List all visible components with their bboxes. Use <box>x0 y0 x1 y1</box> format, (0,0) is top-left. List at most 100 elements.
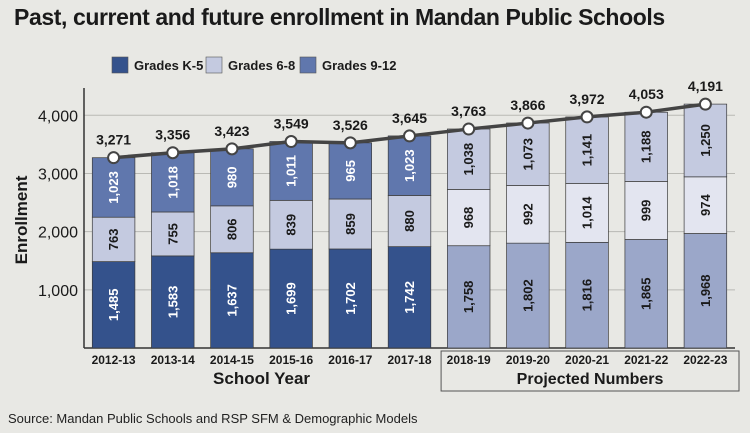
total-label: 3,423 <box>214 123 249 139</box>
bar-value-label: 1,702 <box>343 282 358 315</box>
bar-value-label: 974 <box>698 194 713 216</box>
bar-value-label: 965 <box>343 160 358 182</box>
legend-swatch-g68 <box>205 56 223 74</box>
total-label: 3,356 <box>155 127 190 143</box>
total-marker <box>639 105 653 119</box>
projected-label: Projected Numbers <box>517 371 664 388</box>
bar-value-label: 1,023 <box>106 171 121 204</box>
x-tick-label: 2017-18 <box>387 353 431 367</box>
bar-value-label: 980 <box>224 167 239 189</box>
bar-segment-k5 <box>151 255 195 349</box>
bar-segment-g912 <box>506 122 550 186</box>
x-tick-label: 2019-20 <box>506 353 550 367</box>
total-label: 4,191 <box>688 78 723 94</box>
total-marker <box>166 146 180 160</box>
bar-value-label: 763 <box>106 229 121 251</box>
bar-segment-k5 <box>565 241 609 349</box>
x-tick-label: 2020-21 <box>565 353 609 367</box>
total-marker <box>521 116 535 130</box>
bar-value-label: 1,011 <box>284 155 299 187</box>
bar-value-label: 1,018 <box>165 166 180 199</box>
x-tick-label: 2012-13 <box>92 353 136 367</box>
y-tick-label: 4,000 <box>38 108 78 125</box>
legend-swatch-g912 <box>299 56 317 74</box>
bar-segment-k5 <box>210 252 254 349</box>
legend-swatch-k5 <box>111 56 129 74</box>
bar-value-label: 1,637 <box>224 284 239 317</box>
bar-segment-k5 <box>624 239 668 349</box>
x-tick-label: 2014-15 <box>210 353 254 367</box>
projected-bracket <box>440 350 740 392</box>
bar-value-label: 1,865 <box>639 277 654 310</box>
bar-value-label: 1,188 <box>639 131 654 164</box>
bar-segment-g68 <box>151 211 195 257</box>
total-marker <box>403 129 416 143</box>
y-tick-label: 3,000 <box>38 166 78 183</box>
bar-segment-k5 <box>506 242 550 349</box>
bar-value-label: 1,250 <box>698 124 713 157</box>
total-label: 3,526 <box>333 117 368 133</box>
bar-value-label: 859 <box>343 213 358 235</box>
bar-value-label: 755 <box>165 223 180 245</box>
total-label: 3,763 <box>451 103 486 119</box>
legend-label: Grades 9-12 <box>322 58 396 73</box>
bar-segment-g912 <box>269 141 313 201</box>
bar-segment-k5 <box>683 233 728 349</box>
bar-value-label: 999 <box>639 200 654 222</box>
bar-segment-g912 <box>565 116 609 184</box>
bar-segment-g912 <box>387 135 432 196</box>
x-tick-label: 2013-14 <box>151 353 195 367</box>
bar-value-label: 1,141 <box>580 134 595 167</box>
bar-segment-g68 <box>328 198 372 250</box>
bar-segment-g68 <box>210 205 254 254</box>
bar-segment-k5 <box>447 245 491 349</box>
total-marker <box>343 136 357 150</box>
bar-value-label: 1,802 <box>520 279 535 312</box>
legend-label: Grades 6-8 <box>228 58 295 73</box>
bar-value-label: 1,014 <box>580 196 595 229</box>
bar-value-label: 880 <box>402 210 417 232</box>
total-marker <box>284 135 298 149</box>
bar-segment-g68 <box>91 216 136 262</box>
bar-segment-k5 <box>387 246 432 349</box>
x-tick-label: 2018-19 <box>447 353 491 367</box>
bar-segment-g912 <box>447 128 491 190</box>
y-axis-label: Enrollment <box>12 175 31 264</box>
bar-segment-g912 <box>624 111 668 182</box>
bar-value-label: 1,758 <box>461 281 476 314</box>
x-tick-label: 2015-16 <box>269 353 313 367</box>
source-note: Source: Mandan Public Schools and RSP SF… <box>8 411 418 426</box>
bar-value-label: 1,038 <box>461 143 476 176</box>
bar-value-label: 1,485 <box>106 289 121 322</box>
total-label: 3,972 <box>570 91 605 107</box>
bar-value-label: 992 <box>520 203 535 225</box>
bar-segment-g912 <box>210 148 254 207</box>
bar-segment-g912 <box>683 103 728 178</box>
bar-segment-g68 <box>269 199 313 250</box>
bar-value-label: 1,583 <box>165 286 180 319</box>
bar-value-label: 1,742 <box>402 281 417 314</box>
y-tick-label: 1,000 <box>38 283 78 300</box>
total-label: 3,549 <box>274 116 309 132</box>
bar-value-label: 968 <box>461 207 476 229</box>
total-label: 3,866 <box>510 97 545 113</box>
total-marker <box>580 110 594 124</box>
bar-value-label: 1,968 <box>698 274 713 307</box>
x-tick-label: 2016-17 <box>328 353 372 367</box>
bar-segment-g68 <box>624 181 668 240</box>
total-label: 3,645 <box>392 110 427 126</box>
bar-segment-g68 <box>447 189 491 247</box>
x-tick-label: 2021-22 <box>624 353 668 367</box>
bar-value-label: 1,023 <box>402 149 417 182</box>
total-marker <box>107 151 121 165</box>
bar-segment-k5 <box>269 248 313 349</box>
bar-segment-g912 <box>151 152 195 213</box>
legend-label: Grades K-5 <box>134 58 203 73</box>
y-tick-label: 2,000 <box>38 225 78 242</box>
x-axis-label: School Year <box>213 369 310 388</box>
bar-value-label: 1,073 <box>520 138 535 171</box>
bar-value-label: 1,699 <box>284 282 299 315</box>
total-marker <box>225 142 239 156</box>
